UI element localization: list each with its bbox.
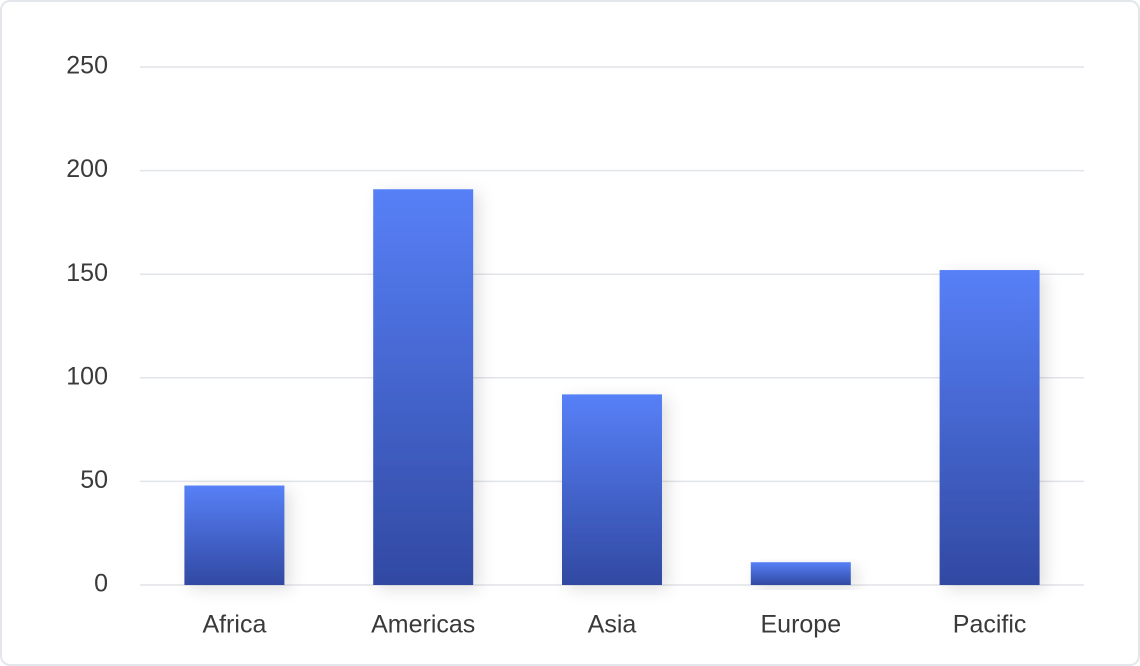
- y-tick-label: 250: [66, 52, 108, 80]
- bar: [562, 394, 662, 585]
- x-tick-label: Americas: [371, 611, 475, 639]
- y-tick-label: 200: [66, 155, 108, 183]
- x-tick-label: Asia: [588, 611, 637, 639]
- bar: [750, 562, 851, 585]
- x-tick-label: Pacific: [953, 611, 1027, 639]
- bar: [184, 485, 285, 585]
- y-tick-label: 100: [66, 362, 108, 390]
- bar: [373, 189, 474, 586]
- y-tick-label: 0: [94, 570, 108, 598]
- y-tick-label: 150: [66, 259, 108, 287]
- bar: [939, 270, 1040, 585]
- y-tick-label: 50: [80, 466, 108, 494]
- x-tick-label: Europe: [760, 611, 841, 639]
- x-tick-label: Africa: [202, 611, 266, 639]
